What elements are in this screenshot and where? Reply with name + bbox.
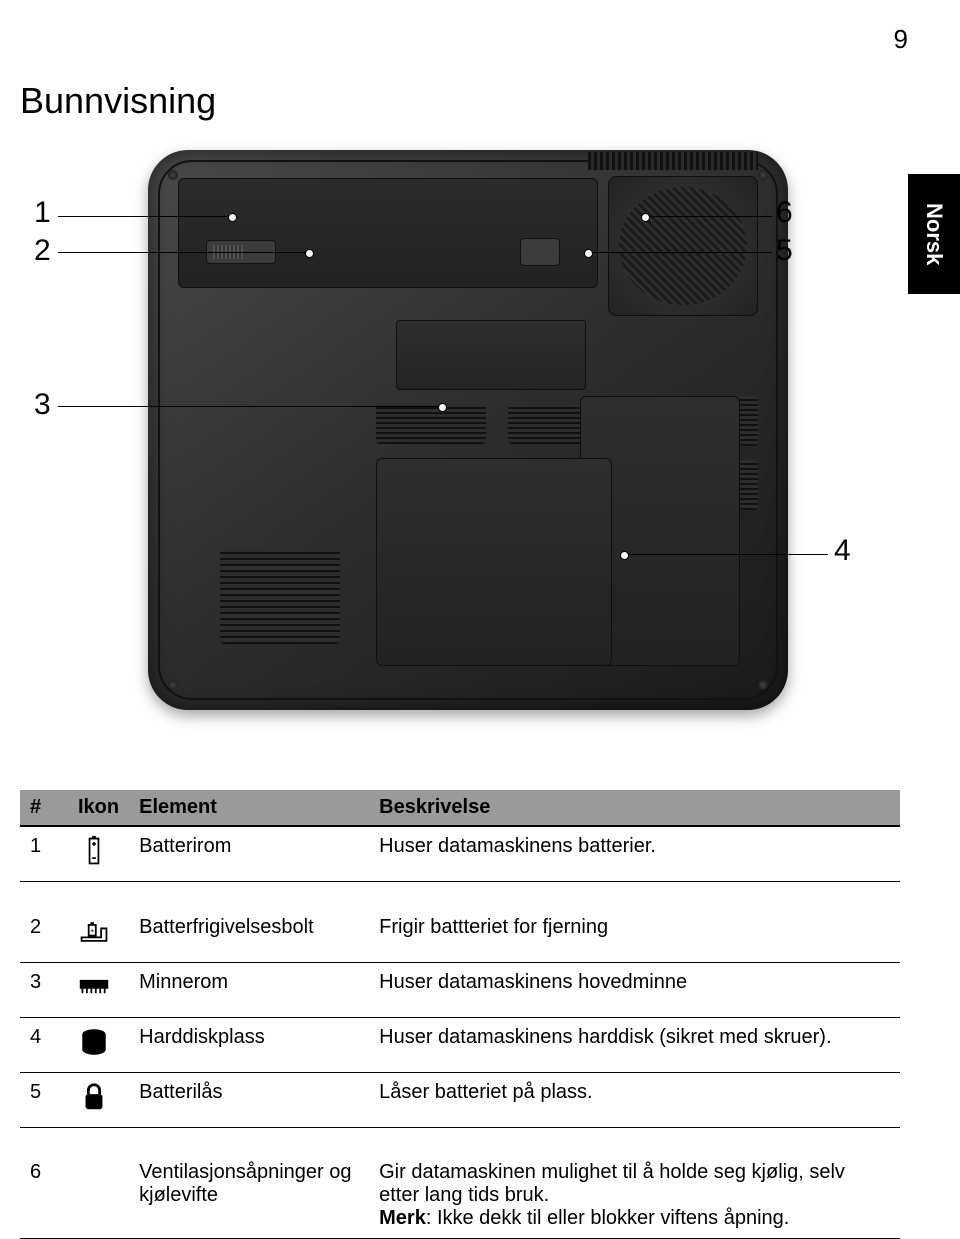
leader-line-5 [588,252,772,253]
table-row: 4 Harddiskplass Huser datamaskinens hard… [20,1017,900,1072]
hdd-icon [68,1017,129,1072]
table-row: 3 Minnerom Huser datamaskinens hovedminn… [20,962,900,1017]
cell-num: 5 [20,1072,68,1127]
cell-element: Batterfrigivelsesbolt [129,908,369,963]
page-number: 9 [894,24,908,55]
cell-element: Batterilås [129,1072,369,1127]
cell-desc: Låser batteriet på plass. [369,1072,900,1127]
note-text: : Ikke dekk til eller blokker viftens åp… [426,1207,790,1229]
callout-6: 6 [776,196,793,230]
leader-line-2 [58,252,310,253]
callout-4: 4 [834,534,851,568]
leader-line-1 [58,216,233,217]
callout-5: 5 [776,234,793,268]
th-desc: Beskrivelse [369,790,900,826]
callout-2: 2 [34,234,51,268]
components-table: # Ikon Element Beskrivelse 1 Batterirom … [20,790,900,1239]
page-title: Bunnvisning [20,80,216,122]
th-element: Element [129,790,369,826]
memory-icon [68,962,129,1017]
svg-text:+: + [90,926,94,934]
battery-release-icon: + [68,908,129,963]
cell-desc: Huser datamaskinens batterier. [369,826,900,882]
no-icon [68,1153,129,1239]
leader-line-6 [645,216,772,217]
cell-element: Ventilasjonsåpninger og kjølevifte [129,1153,369,1239]
th-icon: Ikon [68,790,129,826]
cell-num: 2 [20,908,68,963]
cell-desc: Huser datamaskinens harddisk (sikret med… [369,1017,900,1072]
cell-num: 6 [20,1153,68,1239]
leader-line-4 [624,554,828,555]
table-header-row: # Ikon Element Beskrivelse [20,790,900,826]
cell-desc: Gir datamaskinen mulighet til å holde se… [369,1153,900,1239]
cell-element: Harddiskplass [129,1017,369,1072]
th-num: # [20,790,68,826]
lock-icon [68,1072,129,1127]
cell-element: Minnerom [129,962,369,1017]
cell-desc: Frigir battteriet for fjerning [369,908,900,963]
note-label: Merk [379,1207,426,1229]
callout-1: 1 [34,196,51,230]
cell-desc: Huser datamaskinens hovedminne [369,962,900,1017]
table-row: 5 Batterilås Låser batteriet på plass. [20,1072,900,1127]
cell-num: 3 [20,962,68,1017]
cell-element: Batterirom [129,826,369,882]
battery-icon [68,826,129,882]
language-tab: Norsk [908,174,960,294]
cell-num: 1 [20,826,68,882]
table-row: 6 Ventilasjonsåpninger og kjølevifte Gir… [20,1153,900,1239]
table-row: 2 + Batterfrigivelsesbolt Frigir battter… [20,908,900,963]
cell-num: 4 [20,1017,68,1072]
bottom-view-figure: 1 2 3 4 5 6 [20,140,900,760]
table-row: 1 Batterirom Huser datamaskinens batteri… [20,826,900,882]
desc-text: Gir datamaskinen mulighet til å holde se… [379,1161,845,1206]
callout-3: 3 [34,388,51,422]
leader-line-3 [58,406,443,407]
